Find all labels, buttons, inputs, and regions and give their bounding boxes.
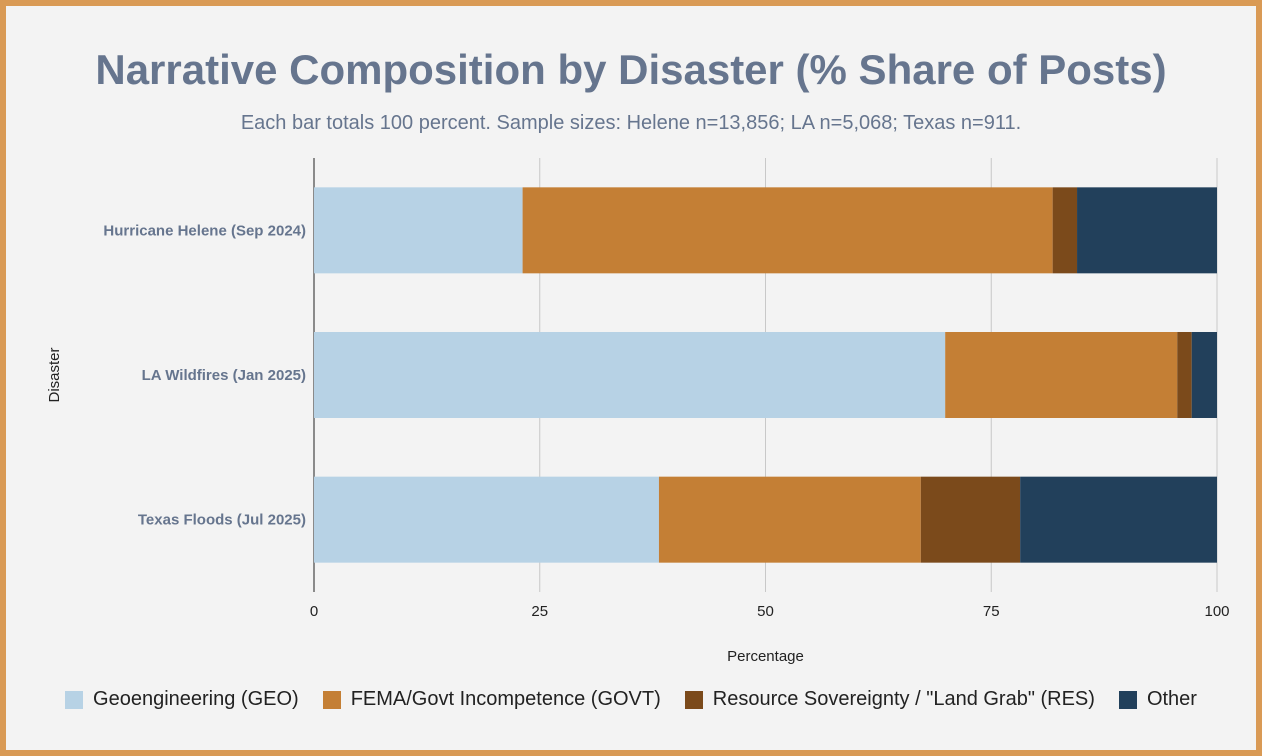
legend-label: Geoengineering (GEO) [93,688,299,710]
legend-swatch [322,690,341,709]
legend-swatch [65,690,84,709]
legend-swatch [1118,690,1137,709]
legend-label: Resource Sovereignty / "Land Grab" (RES) [712,688,1095,710]
legend-item: FEMA/Govt Incompetence (GOVT) [322,688,661,711]
x-tick-label: 25 [531,603,548,620]
x-tick-label: 50 [757,603,774,620]
bar-segment [1077,187,1217,274]
bar-segment [920,476,1021,563]
bar-segment [1020,476,1217,563]
chart-title: Narrative Composition by Disaster (% Sha… [95,46,1167,93]
bar-segment [314,187,523,274]
bar-segment [1191,332,1217,418]
chart-subtitle: Each bar totals 100 percent. Sample size… [240,112,1022,134]
legend-label: FEMA/Govt Incompetence (GOVT) [350,688,661,710]
bar-segment [658,476,921,563]
chart-legend: Geoengineering (GEO) FEMA/Govt Incompeten… [0,688,1262,711]
bar-segment [1177,332,1192,418]
x-tick-label: 75 [983,603,1000,620]
bar-segment [522,187,1053,274]
legend-item: Geoengineering (GEO) [65,688,299,711]
legend-item: Other [1118,688,1197,711]
bar-segment [314,332,946,418]
y-category-label: Texas Floods (Jul 2025) [138,512,306,529]
bar-segment [314,476,659,563]
bar-segment [945,332,1178,418]
x-tick-label: 100 [1204,603,1229,620]
legend-swatch [684,690,703,709]
x-axis-title: Percentage [727,648,804,665]
bar-segment [1052,187,1078,274]
legend-item: Resource Sovereignty / "Land Grab" (RES) [684,688,1095,711]
y-category-label: Hurricane Helene (Sep 2024) [103,222,306,239]
y-category-label: LA Wildfires (Jan 2025) [142,367,306,384]
legend-label: Other [1146,688,1197,710]
y-axis-title: Disaster [46,347,63,402]
x-tick-label: 0 [310,603,318,620]
